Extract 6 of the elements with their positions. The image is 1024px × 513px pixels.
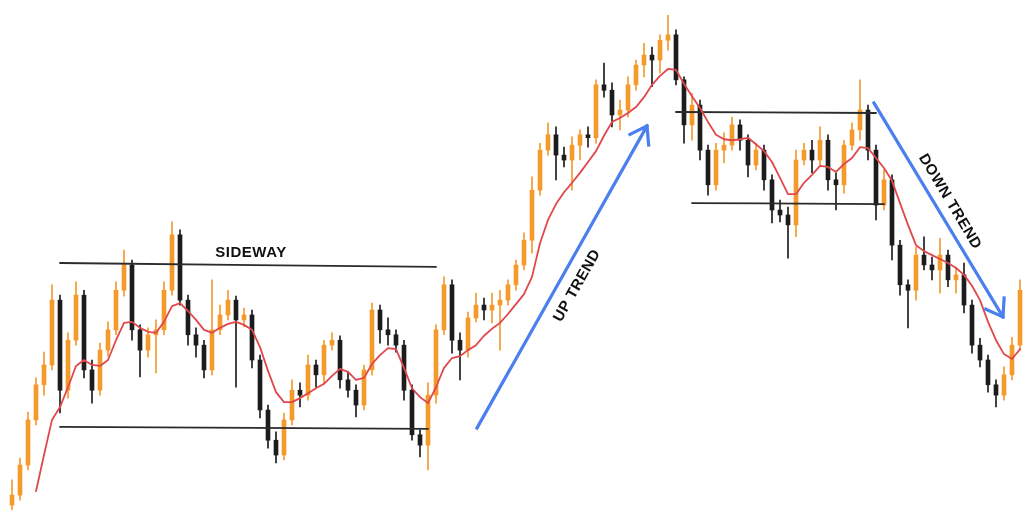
candlestick [601,62,607,98]
annotation: SIDEWAY [215,242,287,260]
candlestick [665,15,671,51]
candlestick [585,126,591,148]
candlestick [385,317,391,346]
candlestick [905,279,911,329]
